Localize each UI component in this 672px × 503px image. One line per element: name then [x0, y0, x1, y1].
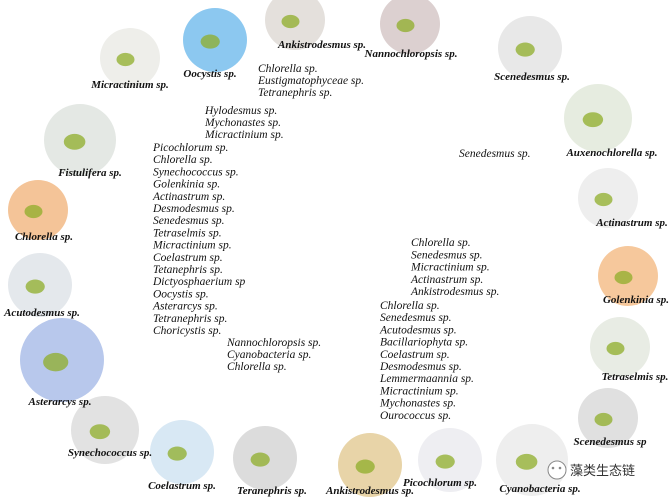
species-list-item: Ankistrodesmus sp.: [410, 286, 499, 298]
species-label: Teranephris sp.: [237, 485, 307, 497]
cell: [116, 52, 135, 67]
species-list-item: Chlorella sp.: [380, 300, 440, 312]
cell: [515, 453, 538, 470]
cell: [396, 18, 415, 33]
cell: [435, 454, 455, 469]
species-label: Scenedesmus sp: [573, 436, 647, 448]
species-list-item: Senedesmus sp.: [411, 249, 483, 261]
species-list-item: Tetranephris sp.: [258, 87, 332, 99]
cell: [63, 133, 86, 150]
species-list-item: Senedesmus sp.: [459, 148, 531, 160]
species-list-item: Oocystis sp.: [153, 288, 209, 300]
species-list-item: Tetraselmis sp.: [153, 227, 222, 239]
species-list-item: Coelastrum sp.: [380, 349, 450, 361]
species-list-item: Picochlorum sp.: [152, 142, 228, 154]
species-list-item: Micractinium sp.: [204, 129, 284, 141]
wechat-icon: [547, 460, 567, 480]
species-label: Auxenochlorella sp.: [565, 147, 657, 159]
species-list-item: Micractinium sp.: [410, 262, 490, 274]
watermark-text: 藻类生态链: [570, 464, 635, 479]
species-list-item: Acutodesmus sp.: [379, 324, 457, 336]
cell: [515, 42, 535, 57]
species-label: Actinastrum sp.: [595, 217, 668, 229]
species-list-item: Chlorella sp.: [227, 361, 287, 373]
cell: [355, 459, 375, 474]
cell: [582, 112, 604, 128]
species-label: Cyanobacteria sp.: [499, 483, 580, 495]
cell: [281, 14, 300, 29]
cell: [606, 341, 625, 356]
species-list-item: Mychonastes sp.: [204, 117, 281, 129]
species-label: Acutodesmus sp.: [3, 307, 80, 319]
species-list-item: Micractinium sp.: [379, 385, 459, 397]
species-label: Tetraselmis sp.: [602, 371, 669, 383]
species-list-item: Desmodesmus sp.: [379, 361, 462, 373]
species-label: Oocystis sp.: [183, 68, 236, 80]
species-list-item: Golenkinia sp.: [153, 179, 220, 191]
species-label: Synechococcus sp.: [68, 447, 152, 459]
species-list-item: Tetanephris sp.: [153, 264, 223, 276]
species-list-item: Choricystis sp.: [153, 325, 221, 337]
species-label: Nannochloropsis sp.: [364, 48, 458, 60]
species-label: Ankistrodesmus sp.: [325, 485, 414, 497]
species-list-item: Ourococcus sp.: [380, 410, 451, 422]
cell: [250, 452, 270, 467]
cell: [614, 270, 633, 285]
species-list-item: Nannochloropsis sp.: [226, 337, 321, 349]
species-list-item: Tetranephris sp.: [153, 313, 227, 325]
species-list-item: Synechococcus sp.: [153, 166, 239, 178]
species-list-item: Senedesmus sp.: [153, 215, 225, 227]
species-list-item: Chlorella sp.: [258, 63, 318, 75]
species-list-item: Lemmermaannia sp.: [379, 373, 474, 385]
watermark: 藻类生态链: [547, 460, 635, 480]
species-label: Coelastrum sp.: [148, 480, 216, 492]
species-list-item: Desmodesmus sp.: [152, 203, 235, 215]
species-label: Chlorella sp.: [15, 231, 73, 243]
species-list-item: Chlorella sp.: [411, 237, 471, 249]
species-label: Scenedesmus sp.: [494, 71, 570, 83]
cell: [25, 279, 45, 294]
species-label: Asterarcys sp.: [28, 396, 92, 408]
species-list-item: Coelastrum sp.: [153, 252, 223, 264]
species-label: Fistulifera sp.: [57, 167, 122, 179]
species-list-item: Cyanobacteria sp.: [227, 349, 311, 361]
cell: [24, 204, 43, 219]
species-list-item: Mychonastes sp.: [379, 398, 456, 410]
cell: [89, 424, 111, 440]
species-list-item: Eustigmatophyceae sp.: [257, 75, 364, 87]
cell: [167, 446, 187, 461]
species-list-item: Bacillariophyta sp.: [380, 337, 468, 349]
species-label: Ankistrodesmus sp.: [277, 39, 366, 51]
species-label: Micractinium sp.: [90, 79, 169, 91]
species-list-item: Senedesmus sp.: [380, 312, 452, 324]
cell: [43, 352, 69, 372]
species-list-item: Micractinium sp.: [152, 240, 232, 252]
cell: [200, 34, 220, 49]
species-list-item: Actinastrum sp.: [152, 191, 225, 203]
species-label: Golenkinia sp.: [603, 294, 669, 306]
species-list-item: Hylodesmus sp.: [204, 105, 277, 117]
species-list-item: Asterarcys sp.: [152, 301, 218, 313]
species-list-item: Dictyosphaerium sp: [152, 276, 246, 288]
species-list-item: Chlorella sp.: [153, 154, 213, 166]
species-list-item: Actinastrum sp.: [410, 274, 483, 286]
cell: [594, 192, 613, 207]
cell: [594, 412, 613, 427]
species-label: Picochlorum sp.: [403, 477, 477, 489]
